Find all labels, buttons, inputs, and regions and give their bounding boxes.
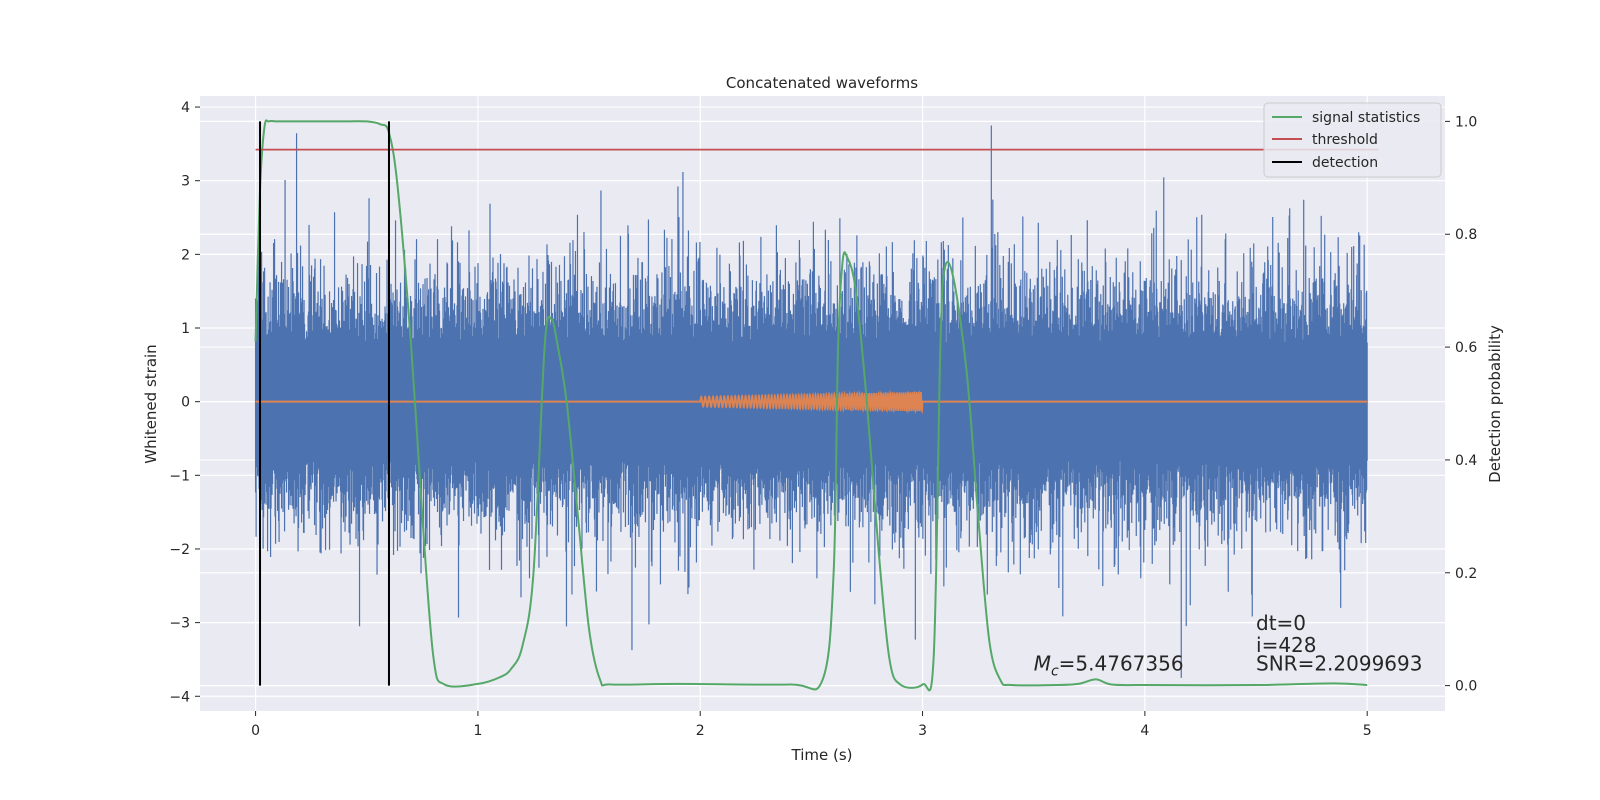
y-right-tick-label: 0.8 <box>1455 227 1477 243</box>
y-right-tick-label: 1.0 <box>1455 114 1477 130</box>
y-tick-label: 2 <box>181 247 190 263</box>
annotation-chirp-mass-value: =5.4767356 <box>1059 651 1184 675</box>
x-axis-label: Time (s) <box>791 746 853 764</box>
legend-box <box>1263 102 1442 178</box>
x-tick-label: 4 <box>1140 723 1149 739</box>
x-tick-label: 1 <box>473 723 482 739</box>
x-tick-label: 2 <box>696 723 705 739</box>
legend-label-detection: detection <box>1312 155 1378 171</box>
y-right-tick-label: 0.6 <box>1455 340 1477 356</box>
annotation-snr: SNR=2.2099693 <box>1256 651 1422 675</box>
x-tick-label: 0 <box>251 723 260 739</box>
y-right-ticks: 0.0 0.2 0.4 0.6 0.8 1.0 <box>1445 114 1477 695</box>
y-right-tick-label: 0.4 <box>1455 453 1477 469</box>
legend-label-threshold: threshold <box>1312 132 1378 148</box>
x-ticks: 0 1 2 3 4 5 <box>251 711 1372 739</box>
template-series <box>255 389 1368 415</box>
y-tick-label: −1 <box>169 468 190 484</box>
chart-title: Concatenated waveforms <box>726 74 918 92</box>
y-tick-label: 3 <box>181 174 190 190</box>
y-tick-label: −4 <box>169 689 190 705</box>
probability-series <box>254 119 1379 692</box>
signal-statistics-line <box>254 119 1368 692</box>
y-tick-label: −3 <box>169 616 190 632</box>
annotation-chirp-mass-symbol: M <box>1034 651 1051 675</box>
template-chirp <box>699 389 924 415</box>
annotation-chirp-mass: Mc=5.4767356 <box>1034 651 1184 679</box>
annotation-index: i=428 <box>1256 633 1317 657</box>
y-tick-label: 4 <box>181 100 190 116</box>
legend: signal statistics threshold detection <box>1263 102 1442 178</box>
annotations: Mc=5.4767356 dt=0 i=428 SNR=2.2099693 <box>1034 611 1423 680</box>
y-ticks: −4 −3 −2 −1 0 1 2 3 4 <box>169 100 200 705</box>
legend-label-signal-statistics: signal statistics <box>1312 110 1420 126</box>
y-right-tick-label: 0.2 <box>1455 566 1477 582</box>
y-tick-label: −2 <box>169 542 190 558</box>
annotation-chirp-mass-subscript: c <box>1051 663 1059 679</box>
y-tick-label: 1 <box>181 321 190 337</box>
y-tick-label: 0 <box>181 395 190 411</box>
y-right-tick-label: 0.0 <box>1455 679 1477 695</box>
y-right-axis-label: Detection probability <box>1486 325 1504 483</box>
x-tick-label: 3 <box>918 723 927 739</box>
annotation-dt: dt=0 <box>1256 611 1306 635</box>
x-tick-label: 5 <box>1363 723 1372 739</box>
y-axis-label: Whitened strain <box>142 344 160 463</box>
